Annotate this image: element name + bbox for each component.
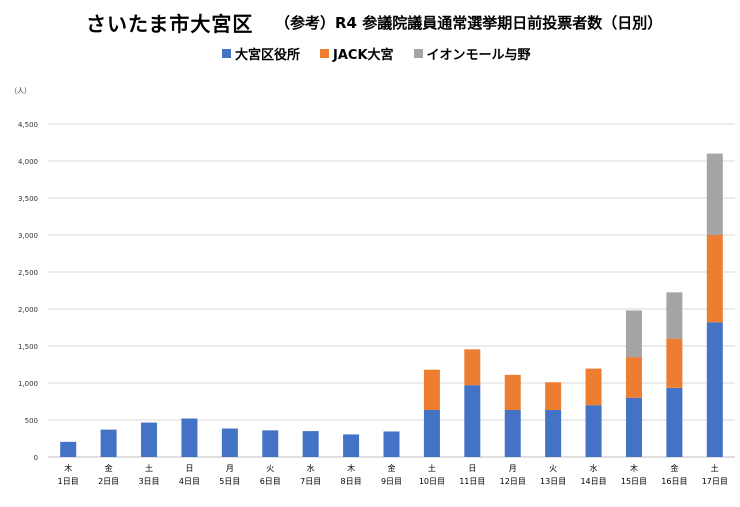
- title-main: さいたま市大宮区: [86, 12, 254, 36]
- bar-1: [262, 430, 279, 457]
- bar-2: [706, 235, 723, 323]
- x-tick-label: 4日目: [179, 477, 200, 486]
- bar-3: [666, 292, 683, 339]
- x-tick-weekday: 土: [428, 463, 436, 473]
- bar-1: [585, 405, 602, 457]
- x-tick-weekday: 水: [590, 463, 598, 473]
- x-tick-label: 17日目: [702, 477, 728, 486]
- x-tick-weekday: 木: [64, 463, 72, 473]
- bar-1: [423, 410, 440, 457]
- y-tick-label: 1,000: [18, 380, 38, 388]
- y-tick-label: 0: [34, 454, 38, 462]
- legend-label-series-2: JACK大宮: [333, 47, 394, 63]
- y-tick-label: 2,000: [18, 306, 38, 314]
- x-tick-label: 14日目: [580, 477, 606, 486]
- y-tick-label: 3,500: [18, 195, 38, 203]
- x-tick-label: 13日目: [540, 477, 566, 486]
- legend-swatch-series-3: [413, 48, 423, 58]
- bar-2: [504, 374, 521, 411]
- x-tick-label: 11日目: [459, 477, 485, 486]
- x-tick-weekday: 金: [670, 463, 678, 473]
- legend-item-series-2: JACK大宮: [320, 44, 394, 63]
- y-tick-label: 500: [25, 417, 38, 425]
- chart-title: さいたま市大宮区 （参考）R4 参議院議員通常選挙期日前投票者数（日別）: [0, 0, 740, 42]
- x-tick-weekday: 木: [347, 463, 355, 473]
- y-tick-label: 3,000: [18, 232, 38, 240]
- bar-3: [706, 153, 723, 235]
- x-tick-weekday: 木: [630, 463, 638, 473]
- x-tick-weekday: 土: [145, 463, 153, 473]
- y-tick-label: 2,500: [18, 269, 38, 277]
- x-tick-weekday: 火: [549, 464, 557, 473]
- x-tick-label: 12日目: [500, 477, 526, 486]
- x-tick-weekday: 金: [105, 463, 113, 473]
- bar-2: [423, 369, 440, 411]
- bar-1: [343, 434, 360, 457]
- x-tick-weekday: 火: [266, 464, 274, 473]
- bar-1: [666, 387, 683, 457]
- x-tick-label: 3日目: [138, 477, 159, 486]
- bar-1: [221, 428, 238, 457]
- bar-2: [545, 382, 562, 411]
- x-tick-label: 7日目: [300, 477, 321, 486]
- bar-2: [666, 338, 683, 388]
- bar-2: [625, 357, 642, 398]
- legend-label-series-3: イオンモール与野: [426, 47, 531, 63]
- x-tick-weekday: 日: [468, 464, 476, 473]
- legend-item-series-1: 大宮区役所: [222, 44, 300, 63]
- legend: 大宮区役所 JACK大宮 イオンモール与野: [222, 43, 531, 63]
- bar-1: [625, 397, 642, 457]
- y-tick-label: 1,500: [18, 343, 38, 351]
- x-tick-label: 15日目: [621, 477, 647, 486]
- bar-1: [545, 410, 562, 457]
- bar-1: [60, 441, 77, 457]
- x-tick-label: 8日目: [341, 477, 362, 486]
- y-axis-unit-label: （人）: [10, 87, 31, 95]
- bar-1: [181, 418, 198, 457]
- x-tick-label: 5日目: [219, 477, 240, 486]
- legend-label-series-1: 大宮区役所: [235, 47, 301, 63]
- title-sub: （参考）R4 参議院議員通常選挙期日前投票者数（日別）: [275, 14, 663, 32]
- x-tick-label: 1日目: [58, 477, 79, 486]
- x-tick-label: 9日目: [381, 477, 402, 486]
- bar-2: [585, 368, 602, 406]
- x-tick-weekday: 月: [509, 464, 517, 473]
- bar-3: [625, 310, 642, 358]
- x-tick-label: 10日目: [419, 477, 445, 486]
- bar-1: [504, 410, 521, 457]
- legend-swatch-series-2: [320, 48, 330, 58]
- bar-1: [383, 431, 400, 457]
- bar-1: [706, 322, 723, 457]
- legend-item-series-3: イオンモール与野: [413, 44, 531, 63]
- y-tick-label: 4,000: [18, 158, 38, 166]
- bar-1: [302, 431, 319, 457]
- bar-1: [141, 422, 158, 457]
- x-tick-label: 6日目: [260, 477, 281, 486]
- legend-swatch-series-1: [222, 48, 231, 58]
- y-tick-label: 4,500: [18, 121, 38, 129]
- x-tick-weekday: 水: [307, 463, 315, 473]
- x-tick-weekday: 日: [185, 464, 193, 473]
- x-tick-weekday: 月: [226, 464, 234, 473]
- x-tick-label: 2日目: [98, 477, 119, 486]
- x-tick-weekday: 土: [711, 463, 719, 473]
- bar-1: [464, 385, 481, 457]
- x-tick-label: 16日目: [661, 477, 687, 486]
- bar-1: [100, 429, 117, 457]
- bar-2: [464, 349, 481, 386]
- x-tick-weekday: 金: [388, 463, 396, 473]
